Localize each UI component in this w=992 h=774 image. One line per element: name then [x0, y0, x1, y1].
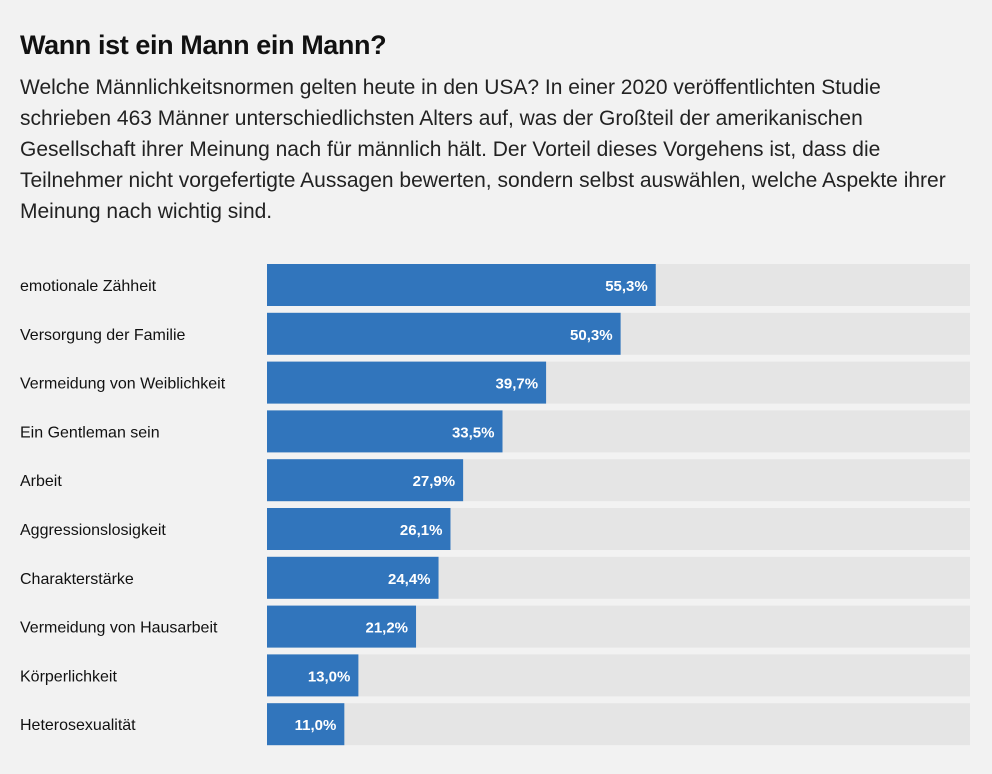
- category-label-emotionale-zaehheit: emotionale Zähheit: [20, 278, 157, 295]
- bar-vermeidung-von-weiblichkeit: [267, 361, 547, 404]
- value-label-heterosexualitaet: 11,0%: [295, 717, 337, 734]
- value-label-versorgung-der-familie: 50,3%: [570, 327, 613, 344]
- value-label-koerperlichkeit: 13,0%: [308, 668, 351, 685]
- category-label-ein-gentleman-sein: Ein Gentleman sein: [20, 424, 160, 441]
- bar-aggressionslosigkeit: [267, 508, 451, 550]
- category-label-vermeidung-von-weiblichkeit: Vermeidung von Weiblichkeit: [20, 376, 226, 393]
- bar-track-koerperlichkeit: [267, 654, 970, 697]
- category-label-versorgung-der-familie: Versorgung der Familie: [20, 327, 186, 344]
- value-label-emotionale-zaehheit: 55,3%: [605, 278, 648, 295]
- category-label-aggressionslosigkeit: Aggressionslosigkeit: [20, 522, 166, 539]
- category-label-koerperlichkeit: Körperlichkeit: [20, 668, 117, 685]
- chart-subtitle: Welche Männlichkeitsnormen gelten heute …: [20, 76, 946, 223]
- bar-vermeidung-von-hausarbeit: [267, 605, 417, 648]
- bar-arbeit: [267, 459, 464, 502]
- bar-koerperlichkeit: [267, 654, 359, 697]
- category-label-charakterstaerke: Charakterstärke: [20, 571, 134, 588]
- category-label-heterosexualitaet: Heterosexualität: [20, 717, 136, 734]
- value-label-vermeidung-von-weiblichkeit: 39,7%: [496, 376, 539, 393]
- value-label-ein-gentleman-sein: 33,5%: [452, 424, 495, 441]
- value-label-aggressionslosigkeit: 26,1%: [400, 522, 443, 539]
- chart-title: Wann ist ein Mann ein Mann?: [20, 30, 387, 60]
- value-label-charakterstaerke: 24,4%: [388, 571, 431, 588]
- bar-heterosexualitaet: [267, 703, 345, 746]
- category-label-vermeidung-von-hausarbeit: Vermeidung von Hausarbeit: [20, 620, 218, 637]
- value-label-arbeit: 27,9%: [413, 473, 456, 490]
- bar-ein-gentleman-sein: [267, 410, 503, 453]
- bar-charakterstaerke: [267, 556, 439, 599]
- value-label-vermeidung-von-hausarbeit: 21,2%: [365, 620, 408, 637]
- category-label-arbeit: Arbeit: [20, 473, 62, 490]
- bar-emotionale-zaehheit: [267, 264, 656, 306]
- bar-track-heterosexualitaet: [267, 703, 970, 746]
- bar-versorgung-der-familie: [267, 312, 621, 355]
